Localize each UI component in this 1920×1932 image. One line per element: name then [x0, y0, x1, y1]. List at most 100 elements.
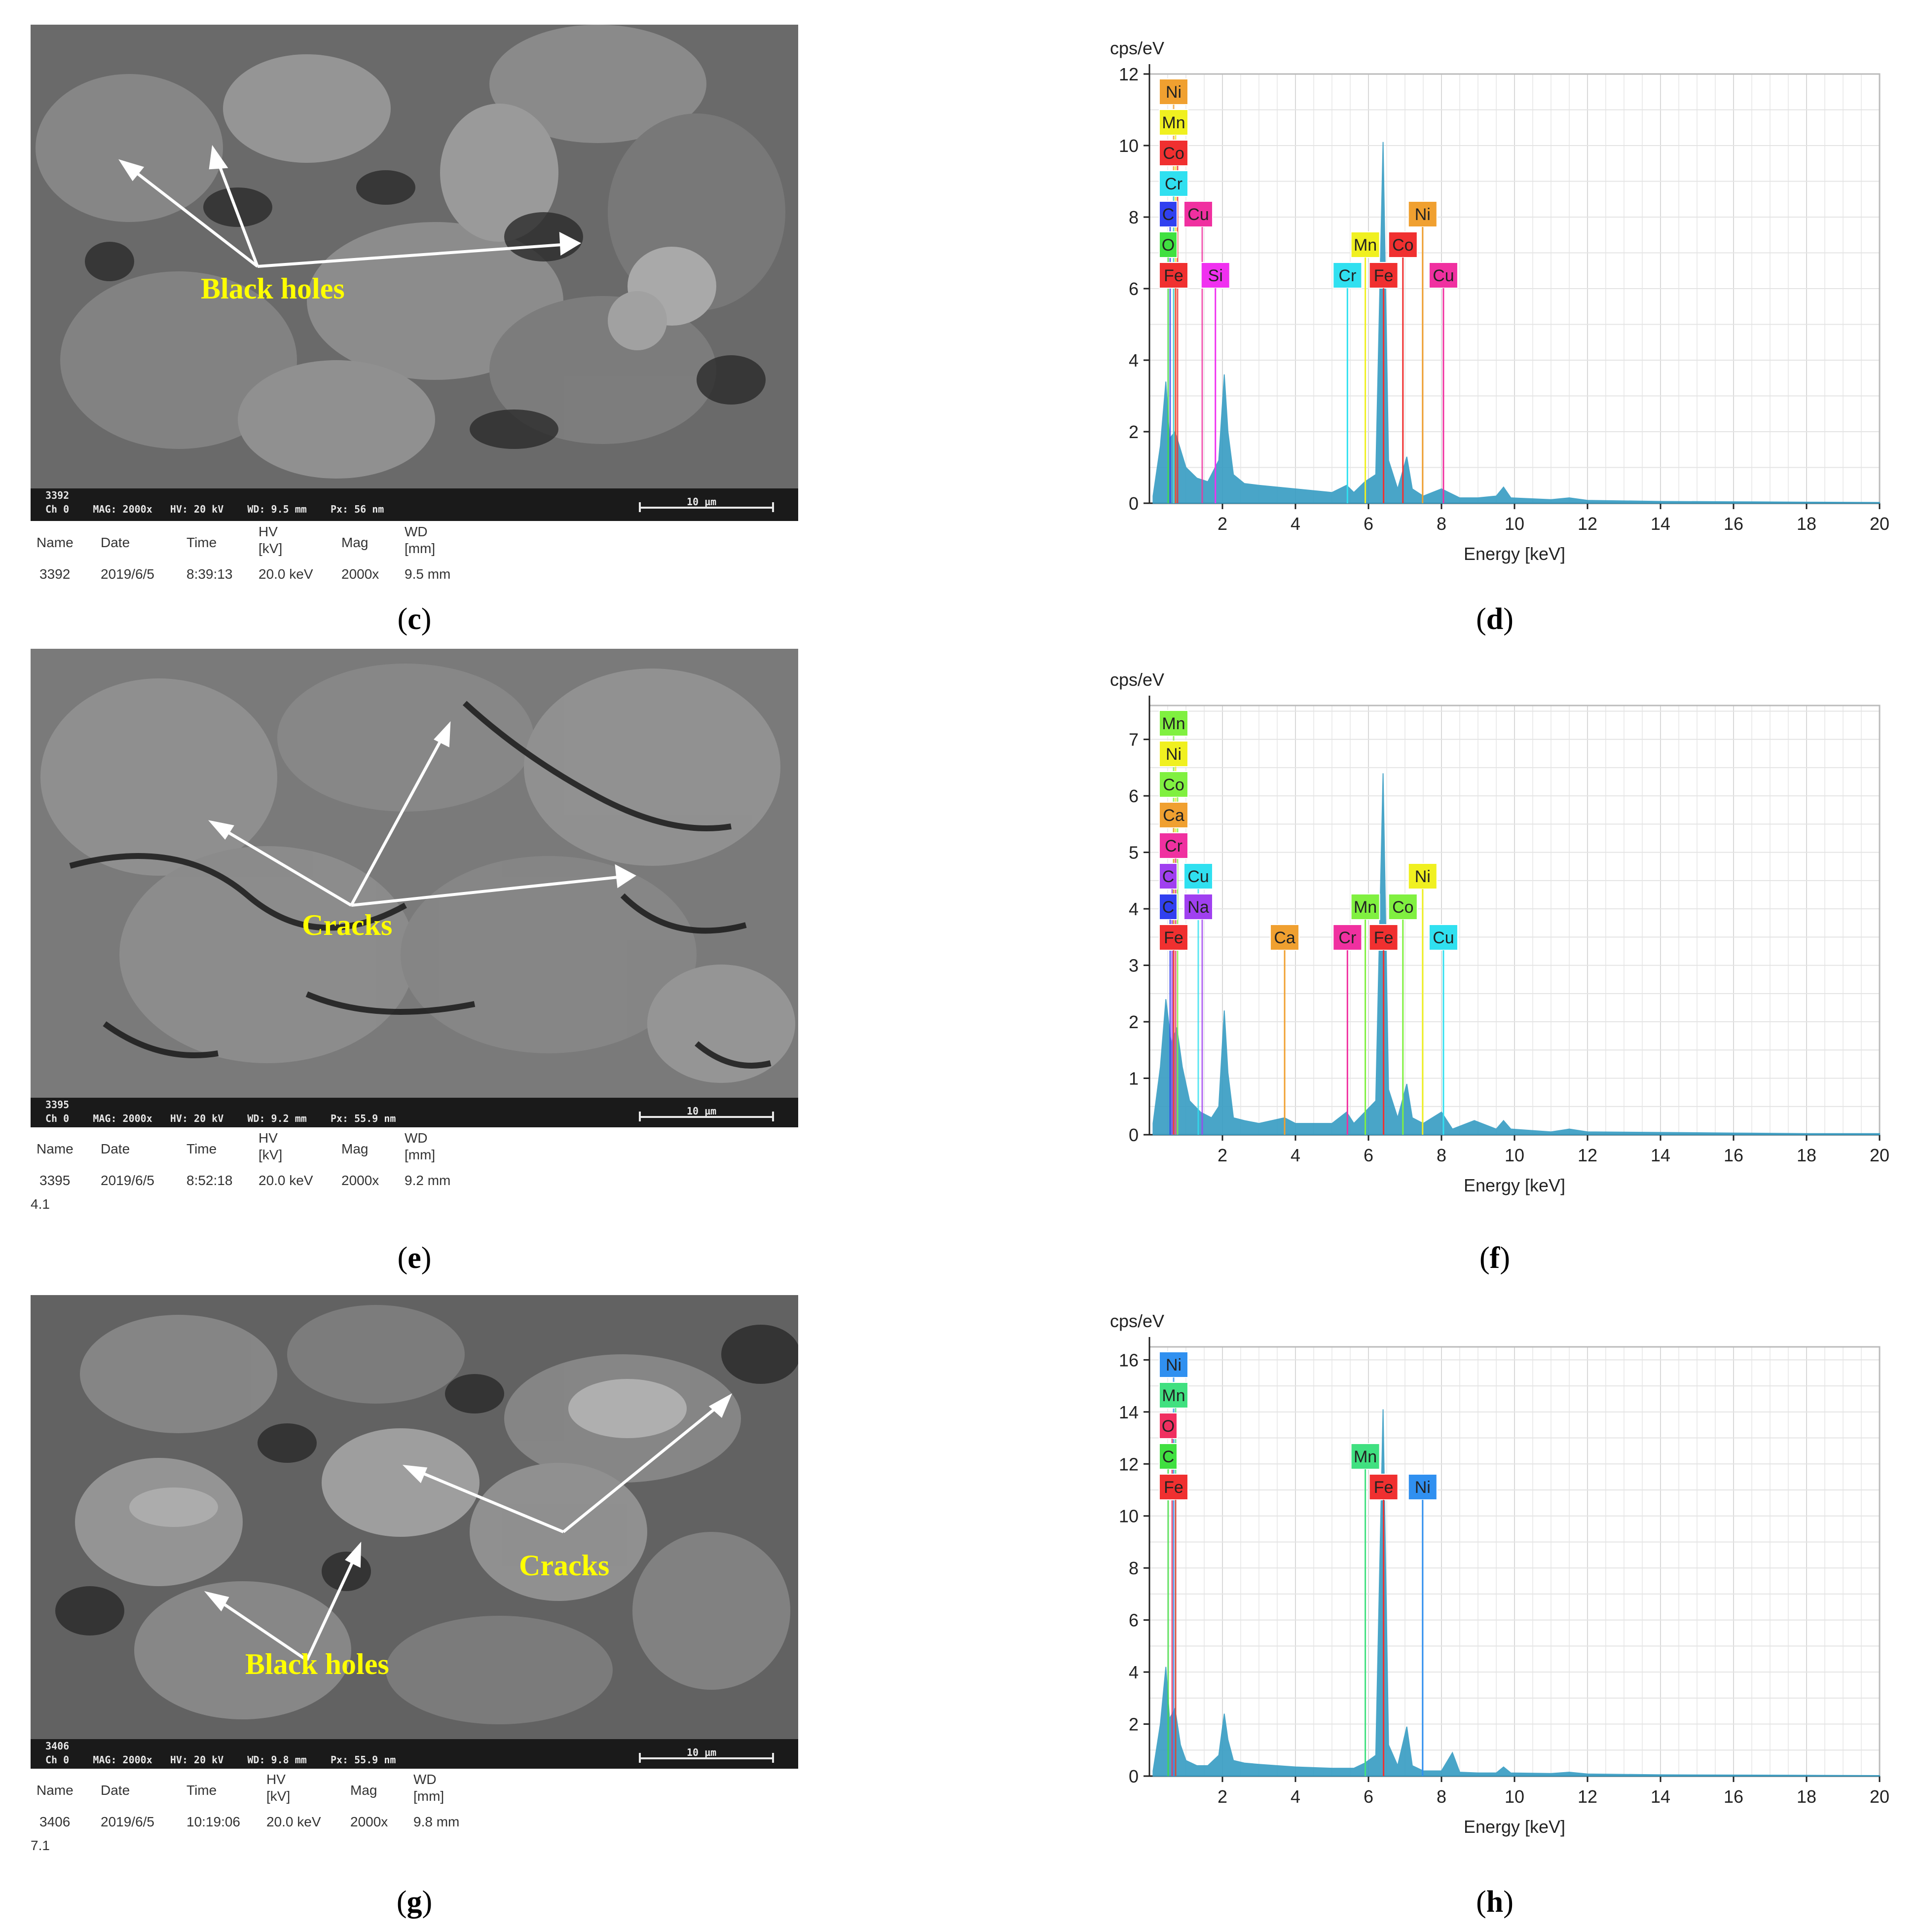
meta-header-date: Date	[101, 1141, 130, 1156]
x-tick-label: 4	[1291, 514, 1300, 534]
element-label-text: Co	[1392, 898, 1413, 917]
element-label-text: O	[1162, 236, 1175, 255]
panel-label-g: (g)	[396, 1885, 433, 1919]
meta-header-date: Date	[101, 1783, 130, 1798]
meta-value-wd: 9.2 mm	[405, 1173, 451, 1188]
y-tick-label: 14	[1119, 1402, 1139, 1422]
sem-id-g: 3406	[45, 1740, 70, 1752]
element-label-text: Mn	[1162, 1386, 1185, 1405]
meta-header-time: Time	[186, 1141, 217, 1156]
element-label-text: Fe	[1374, 1478, 1394, 1497]
element-label: Ca	[1159, 802, 1188, 828]
element-label-box	[1368, 924, 1399, 951]
element-label-text: Mn	[1162, 714, 1185, 733]
element-label-box	[1368, 262, 1399, 289]
sem-panel-e: Cracks 3395 Ch 0 MAG: 2000x HV: 20 kV WD…	[31, 649, 798, 1234]
x-tick-label: 8	[1437, 1145, 1446, 1165]
scale-bar-c: 10 µm	[639, 496, 774, 512]
element-label-text: Ca	[1274, 929, 1295, 947]
sem-texture-g: Cracks Black holes	[31, 1295, 798, 1739]
element-label-text: Mn	[1354, 898, 1377, 917]
element-label-text: Mn	[1162, 113, 1185, 132]
meta-header-wd-unit: [mm]	[405, 541, 436, 556]
sem-image-g: Cracks Black holes	[31, 1295, 798, 1739]
element-label-box	[1159, 1443, 1178, 1470]
sem-id-e: 3395	[45, 1099, 70, 1111]
x-tick-label: 20	[1870, 514, 1889, 534]
x-tick-label: 16	[1724, 1786, 1743, 1807]
element-label-text: Fe	[1164, 1478, 1183, 1497]
element-label: Fe	[1159, 1474, 1188, 1500]
y-axis-label: cps/eV	[1110, 1311, 1164, 1331]
element-label-text: Co	[1163, 144, 1184, 163]
element-label: C	[1159, 863, 1178, 890]
x-tick-label: 4	[1291, 1145, 1300, 1165]
element-label: Mn	[1350, 231, 1380, 258]
x-tick-label: 20	[1870, 1145, 1889, 1165]
element-label-text: Cu	[1187, 867, 1209, 886]
element-label-box	[1159, 1382, 1188, 1409]
element-label: Co	[1159, 771, 1188, 798]
element-label-text: Na	[1187, 898, 1209, 917]
meta-value-hv: 20.0 keV	[266, 1814, 321, 1829]
element-label-text: Mn	[1354, 1448, 1377, 1466]
element-label: Cu	[1428, 924, 1458, 951]
element-label-box	[1159, 1474, 1188, 1500]
element-label-box	[1183, 201, 1213, 227]
element-label: Co	[1388, 231, 1418, 258]
element-label-box	[1350, 1443, 1380, 1470]
x-tick-label: 6	[1364, 514, 1373, 534]
element-label: Fe	[1159, 262, 1188, 289]
element-label: Mn	[1350, 893, 1380, 920]
y-tick-label: 4	[1129, 1662, 1139, 1682]
element-label-text: Mn	[1354, 236, 1377, 255]
element-label-box	[1159, 832, 1188, 859]
panel-label-d: (d)	[1476, 602, 1514, 636]
element-label-box	[1428, 924, 1458, 951]
y-tick-label: 12	[1119, 64, 1139, 84]
element-label-text: O	[1162, 1417, 1175, 1436]
element-label: Mn	[1159, 710, 1188, 737]
meta-header-wd-unit: [mm]	[405, 1147, 436, 1162]
meta-value-date: 2019/6/5	[101, 1173, 154, 1188]
element-label-box	[1159, 771, 1188, 798]
element-label: Fe	[1368, 1474, 1399, 1500]
annotation-arrows-e	[208, 721, 636, 907]
element-label-box	[1159, 710, 1188, 737]
y-tick-label: 8	[1129, 207, 1139, 227]
annotation-arrows-c	[118, 145, 582, 268]
sem-info-g: Ch 0 MAG: 2000x HV: 20 kV WD: 9.8 mm Px:…	[45, 1754, 396, 1766]
element-label-box	[1350, 231, 1380, 258]
element-label-box	[1270, 924, 1300, 951]
element-label-box	[1368, 1474, 1399, 1500]
x-tick-label: 2	[1218, 514, 1227, 534]
x-tick-label: 8	[1437, 1786, 1446, 1807]
element-label-text: Cr	[1338, 929, 1356, 947]
element-label-text: Ni	[1415, 1478, 1431, 1497]
x-tick-label: 6	[1364, 1145, 1373, 1165]
element-label-text: Fe	[1374, 266, 1394, 285]
element-label: Cu	[1428, 262, 1458, 289]
element-label-box	[1159, 1412, 1178, 1439]
sem-texture-e: Cracks	[31, 649, 798, 1098]
sem-image-c: Black holes	[31, 25, 798, 488]
meta-header-hv-unit: [kV]	[258, 1147, 283, 1162]
annotation-label-g-cracks: Cracks	[519, 1549, 609, 1582]
element-label: Mn	[1159, 109, 1188, 136]
element-label-text: Co	[1163, 776, 1184, 794]
y-tick-label: 3	[1129, 956, 1139, 976]
element-label: C	[1159, 1443, 1178, 1470]
x-tick-label: 10	[1505, 514, 1524, 534]
element-label-box	[1159, 893, 1178, 920]
element-label-text: C	[1162, 1448, 1175, 1466]
y-tick-label: 16	[1119, 1350, 1139, 1370]
x-axis-label: Energy [keV]	[1464, 544, 1565, 564]
meta-header-hv-unit: [kV]	[266, 1788, 291, 1804]
element-label-box	[1159, 741, 1188, 767]
x-tick-label: 14	[1651, 514, 1670, 534]
element-label-text: Fe	[1164, 266, 1183, 285]
y-tick-label: 1	[1129, 1069, 1139, 1089]
meta-value-name: 3392	[39, 566, 71, 582]
element-label: Si	[1200, 262, 1230, 289]
